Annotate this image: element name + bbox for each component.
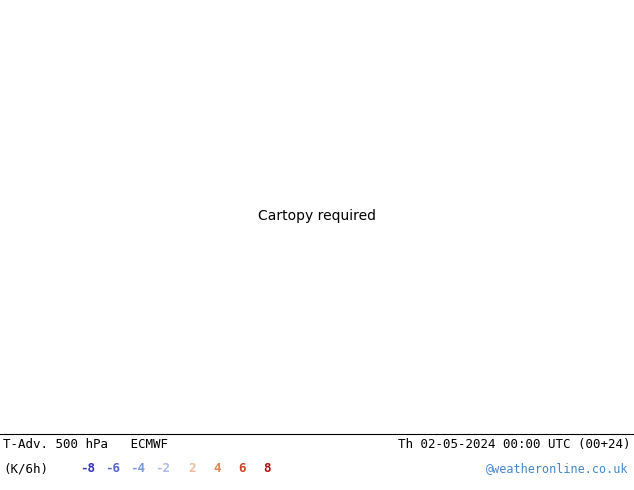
- Text: 2: 2: [188, 462, 195, 475]
- Text: (K/6h): (K/6h): [3, 462, 48, 475]
- Text: T-Adv. 500 hPa   ECMWF: T-Adv. 500 hPa ECMWF: [3, 438, 168, 451]
- Text: -4: -4: [130, 462, 145, 475]
- Text: 6: 6: [238, 462, 245, 475]
- Text: @weatheronline.co.uk: @weatheronline.co.uk: [486, 462, 628, 475]
- Text: 4: 4: [213, 462, 221, 475]
- Text: -2: -2: [155, 462, 170, 475]
- Text: 8: 8: [263, 462, 271, 475]
- Text: -6: -6: [105, 462, 120, 475]
- Text: -8: -8: [80, 462, 95, 475]
- Text: Th 02-05-2024 00:00 UTC (00+24): Th 02-05-2024 00:00 UTC (00+24): [399, 438, 631, 451]
- Text: Cartopy required: Cartopy required: [258, 209, 376, 222]
